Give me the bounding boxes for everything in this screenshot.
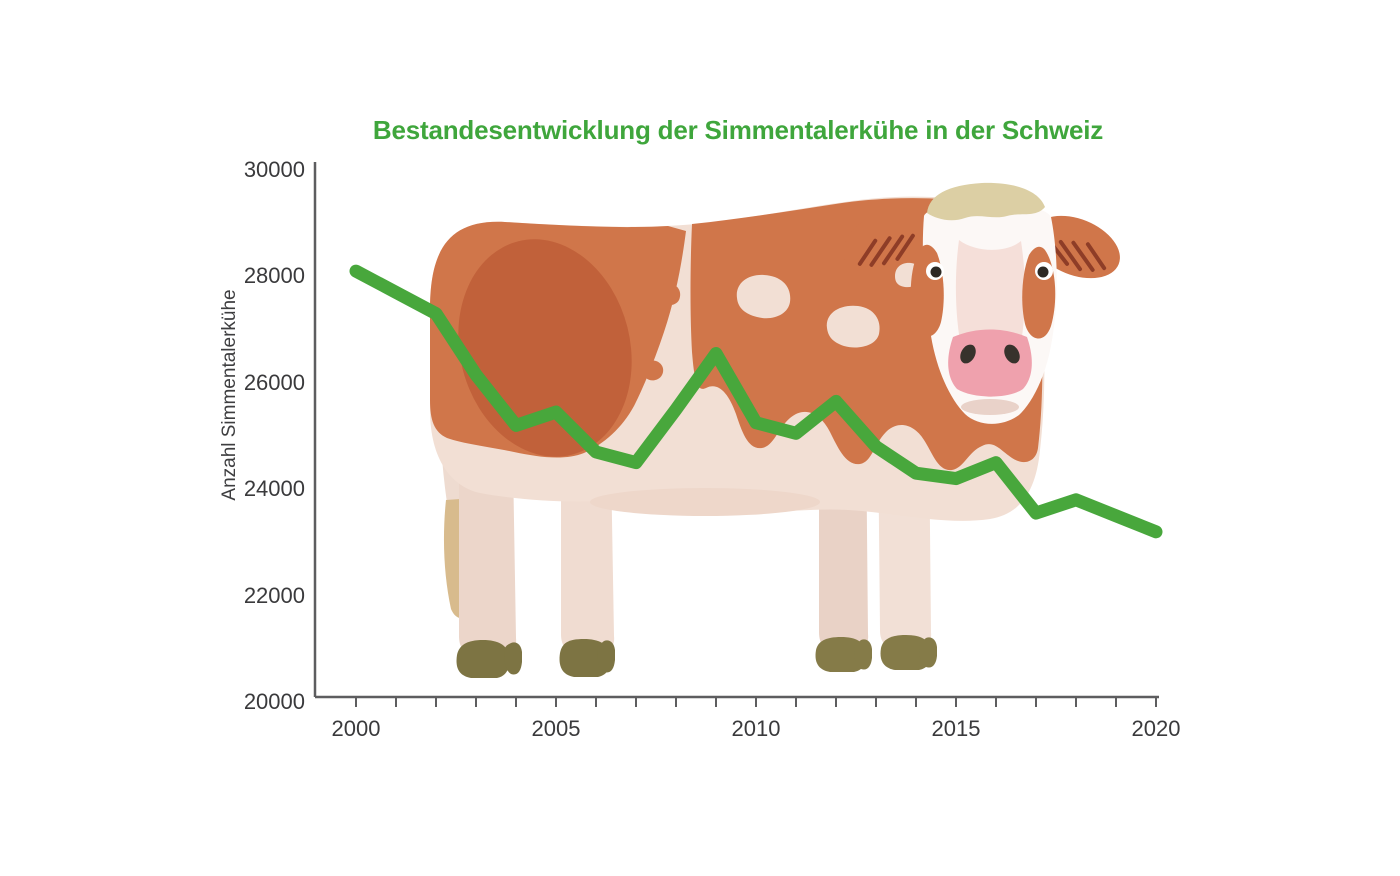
axes: [313, 162, 1159, 707]
cow-forehead-tuft: [927, 182, 1045, 221]
ear-streaks: [857, 233, 915, 267]
cow-left-ear: [842, 207, 930, 273]
x-tick-label: 2010: [731, 716, 781, 741]
y-tick-label: 20000: [243, 689, 305, 714]
cow-chin-shadow: [961, 399, 1019, 415]
cow-nostril: [1004, 344, 1020, 364]
cow-orange-island: [643, 360, 664, 381]
x-tick-label: 2000: [331, 716, 381, 741]
chart-title: Bestandesentwicklung der Simmentalerkühe…: [372, 115, 1104, 145]
cow-pupil: [1037, 266, 1049, 278]
y-tick-label: 22000: [243, 582, 305, 608]
cow-cream-island: [826, 305, 880, 348]
x-tick-label: 2020: [1131, 716, 1181, 741]
x-tick-label: 2015: [931, 716, 981, 741]
population-line: [349, 264, 1163, 539]
ear-streaks: [1048, 239, 1107, 272]
y-tick-label: 30000: [243, 157, 305, 182]
cow-illustration: [430, 182, 1120, 678]
y-tick-label: 26000: [243, 369, 305, 395]
cow-hoof-toe: [854, 639, 872, 670]
cow-hoof: [456, 640, 510, 678]
cow-rear-leg: [459, 462, 517, 653]
cow-hoof-toe: [919, 637, 937, 668]
cow-cream-island: [736, 274, 791, 319]
cow-orange-island: [657, 283, 681, 306]
cow-hoof: [880, 635, 932, 670]
cow-muzzle: [948, 329, 1032, 397]
y-tick-label: 28000: [243, 263, 305, 289]
data-line-group: [349, 264, 1163, 539]
cow-hoof-toe: [597, 640, 615, 673]
cow-head: [842, 182, 1120, 424]
cow-hoof: [815, 637, 867, 672]
cow-pupil: [930, 266, 942, 278]
cow-belly-shadow: [590, 488, 820, 516]
x-tick-label: 2005: [531, 716, 581, 741]
y-tick-label: 24000: [243, 476, 305, 502]
cow-hoof-toe: [504, 642, 522, 675]
cow-rear-leg: [561, 462, 615, 651]
cow-nostril: [960, 344, 976, 364]
